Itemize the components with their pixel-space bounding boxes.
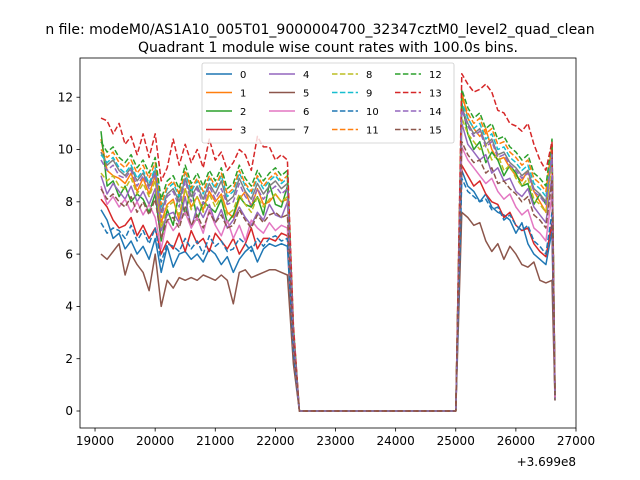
y-tick-label-4: 4: [65, 300, 73, 314]
x-axis: 19000 20000 21000 22000 23000 24000 25000 26000…: [76, 428, 595, 448]
legend-label-9: 9: [366, 89, 372, 100]
legend-label-3: 3: [240, 126, 246, 137]
plot-frame: [79, 57, 577, 429]
legend-label-13: 13: [429, 89, 442, 100]
y-tick-label-12: 12: [58, 90, 73, 104]
legend-label-4: 4: [303, 70, 309, 81]
series-line-14: [100, 109, 556, 412]
x-tick-label-27000: 27000: [557, 434, 595, 448]
legend-label-7: 7: [303, 126, 309, 137]
legend-label-15: 15: [429, 126, 442, 137]
series-line-4: [100, 122, 556, 412]
legend-label-8: 8: [366, 70, 372, 81]
series-layer: [100, 72, 556, 412]
legend-label-11: 11: [366, 126, 379, 137]
y-tick-label-10: 10: [58, 143, 73, 157]
series-line-10: [100, 177, 556, 412]
legend-box: [201, 62, 455, 144]
x-tick-label-22000: 22000: [256, 434, 294, 448]
legend-label-2: 2: [240, 107, 246, 118]
chart-title: Quadrant 1 module wise count rates with …: [138, 40, 518, 56]
x-tick-label-24000: 24000: [377, 434, 415, 448]
legend-label-14: 14: [429, 107, 442, 118]
x-offset-label: +3.699e8: [517, 455, 576, 469]
x-tick-label-23000: 23000: [316, 434, 354, 448]
y-tick-label-0: 0: [65, 404, 73, 418]
y-tick-label-8: 8: [65, 195, 73, 209]
x-tick-label-21000: 21000: [196, 434, 234, 448]
x-tick-label-20000: 20000: [136, 434, 174, 448]
series-line-7: [100, 106, 556, 412]
legend-label-10: 10: [366, 107, 379, 118]
legend-label-0: 0: [240, 70, 246, 81]
y-tick-label-2: 2: [65, 352, 73, 366]
series-line-5: [100, 211, 556, 412]
legend-label-1: 1: [240, 89, 246, 100]
x-tick-label-25000: 25000: [437, 434, 475, 448]
legend-label-6: 6: [303, 107, 309, 118]
series-line-15: [100, 140, 556, 412]
x-tick-label-26000: 26000: [497, 434, 535, 448]
legend-label-5: 5: [303, 89, 309, 100]
figure-suptitle: n file: modeM0/AS1A10_005T01_9000004700_…: [45, 22, 594, 38]
y-tick-label-6: 6: [65, 247, 73, 261]
series-line-6: [100, 146, 556, 412]
legend-label-12: 12: [429, 70, 442, 81]
y-axis: 0 2 4 6 8 10 12: [58, 90, 80, 418]
series-line-0: [100, 169, 556, 412]
x-tick-label-19000: 19000: [76, 434, 114, 448]
